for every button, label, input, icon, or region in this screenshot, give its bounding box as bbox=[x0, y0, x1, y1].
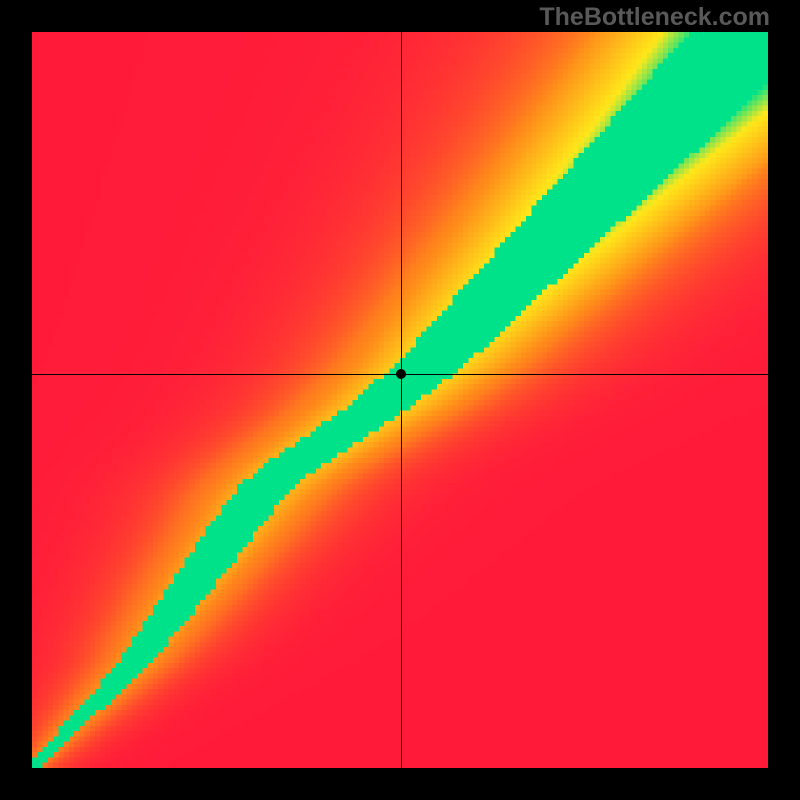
chart-container: { "canvas": { "width": 800, "height": 80… bbox=[0, 0, 800, 800]
crosshair-vertical-line bbox=[401, 32, 402, 768]
watermark-text: TheBottleneck.com bbox=[539, 3, 770, 32]
